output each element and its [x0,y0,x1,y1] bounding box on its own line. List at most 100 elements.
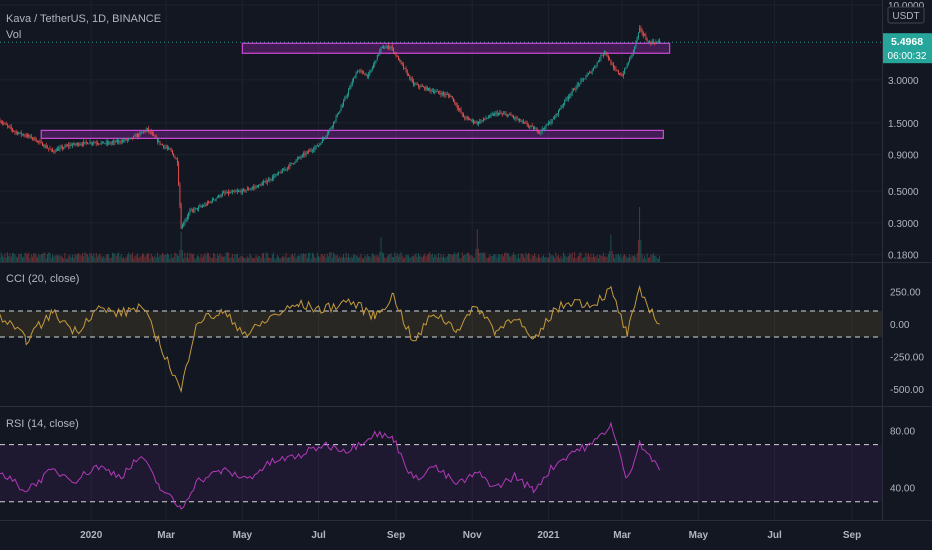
volume-bar [476,229,478,262]
candle-body [104,143,106,145]
candle-body [596,62,598,66]
volume-bar [396,253,398,262]
candle-body [130,137,132,139]
candle-body [490,114,492,116]
candle-body [409,75,411,80]
volume-bar [68,255,70,262]
volume-bar [223,256,225,262]
candle-body [657,41,659,43]
volume-bar [64,252,66,262]
candle-body [78,143,80,146]
volume-bar [310,258,312,262]
volume-bar [7,252,8,262]
candle-body [194,208,196,211]
volume-bar [566,256,568,262]
candle-body [405,68,407,71]
volume-bar [40,254,42,262]
volume-bar [8,256,10,262]
volume-bar [525,252,527,262]
candle-body [644,35,646,36]
volume-bar [42,253,43,262]
volume-label[interactable]: Vol [6,29,21,41]
candle-body [161,144,163,146]
candle-body [264,180,266,183]
last-price-tag: 5.4968 06:00:32 [883,33,932,64]
volume-bar [423,255,424,262]
symbol-title[interactable]: Kava / TetherUS, 1D, BINANCE [6,13,161,25]
volume-bar [544,257,546,262]
candle-body [348,90,349,95]
candle-body [489,115,491,118]
rsi-title[interactable]: RSI (14, close) [6,418,79,430]
volume-bar [431,253,433,262]
candle-body [511,115,513,117]
candle-body [356,71,358,74]
candle-body [629,58,631,63]
volume-bar [595,256,597,262]
volume-bar [406,255,408,262]
candle-body [5,123,7,125]
volume-bar [535,256,537,262]
volume-bar [199,257,201,262]
volume-bar [196,255,198,262]
volume-bar [481,252,483,262]
volume-bar [20,253,22,262]
candle-body [436,91,438,92]
candle-body [98,143,100,145]
volume-bar [530,258,532,262]
candle-body [369,71,371,75]
candle-body [651,41,653,44]
volume-bar [73,257,75,262]
candle-body [605,51,607,54]
volume-bar [458,252,459,262]
candle-body [540,131,542,133]
volume-bar [155,257,157,262]
x-tick-label: Sep [843,530,861,541]
candle-body [278,172,280,174]
candle-body [32,138,33,139]
volume-bar [369,255,371,262]
volume-bar [629,254,631,262]
candle-body [503,113,504,115]
candle-body [105,141,107,144]
volume-bar [572,257,574,262]
candle-body [451,96,453,98]
candle-body [146,128,148,130]
candle-body [435,91,437,93]
candle-body [514,117,516,118]
candle-body [544,128,546,130]
volume-bar [260,257,262,262]
currency-badge[interactable]: USDT [887,6,925,24]
volume-bar [518,253,519,262]
candle-body [539,132,541,134]
candle-body [626,64,628,68]
candle-body [238,191,240,192]
candle-body [345,96,347,99]
candle-body [85,141,87,143]
volume-bar [275,258,277,262]
candle-body [365,74,367,76]
candle-body [100,142,102,144]
candle-body [145,129,147,132]
volume-bar [545,257,547,262]
volume-bar [109,258,111,262]
volume-bar [466,252,468,262]
price-tick-label: 0.1800 [888,251,919,262]
volume-bar [617,253,619,262]
candle-body [536,128,538,132]
volume-bar [606,256,608,262]
candle-body [538,131,539,133]
volume-bar [551,254,553,262]
cci-title[interactable]: CCI (20, close) [6,273,79,285]
candle-body [170,149,172,151]
volume-bar [235,254,237,262]
volume-bar [404,257,406,262]
volume-bar [231,253,233,262]
volume-bar [536,258,538,262]
candle-body [590,71,592,73]
volume-bar [434,254,436,262]
x-tick-label: 2020 [80,530,103,541]
volume-bar [415,253,417,262]
volume-bar [388,254,389,262]
